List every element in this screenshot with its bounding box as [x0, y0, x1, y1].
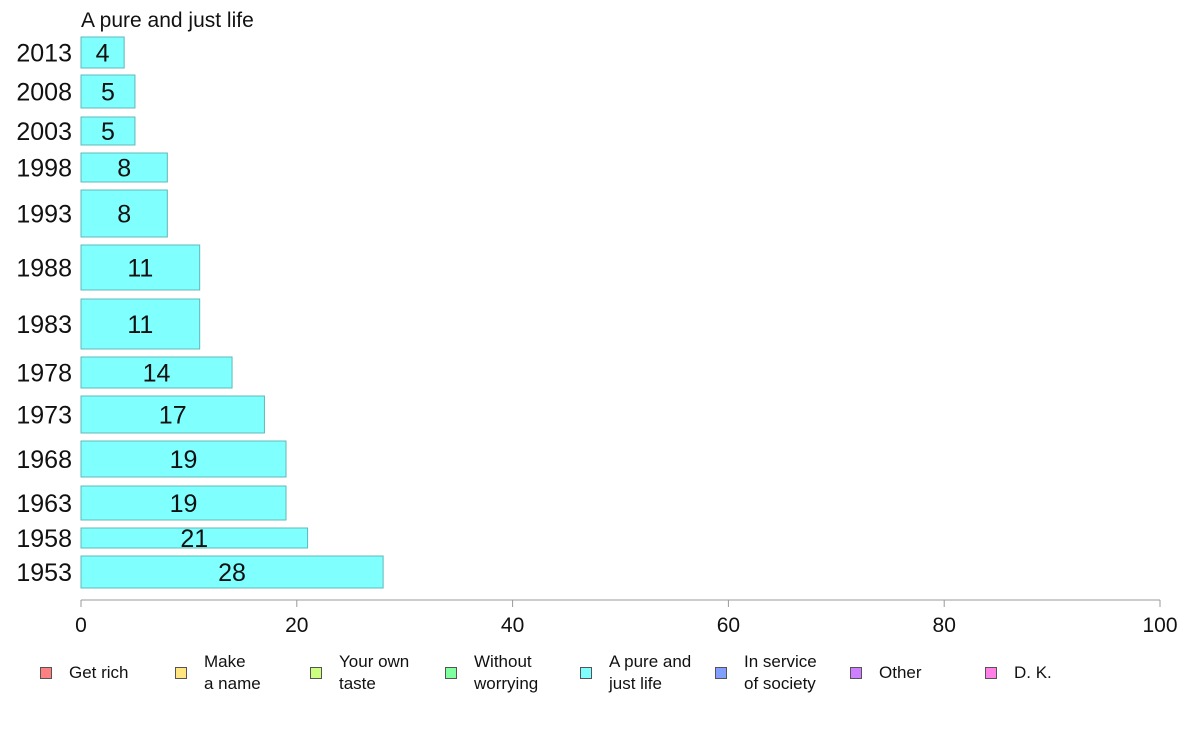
bar-1988	[80, 244, 201, 291]
category-label: 2008	[16, 79, 72, 107]
bar-2003	[80, 116, 136, 146]
bar-1973	[80, 395, 265, 434]
category-label: 2013	[16, 40, 72, 68]
legend-swatch	[310, 667, 322, 679]
legend-item: Your own taste	[310, 648, 409, 698]
legend-swatch	[40, 667, 52, 679]
legend-item: Without worrying	[445, 648, 538, 698]
bar-2013	[80, 36, 125, 69]
value-label: 19	[170, 446, 198, 474]
legend-label: A pure and just life	[609, 652, 692, 693]
bar-1983	[80, 298, 201, 350]
legend-label: In service of society	[744, 652, 817, 693]
legend-label: Your own taste	[339, 652, 410, 693]
bar-1963	[80, 485, 287, 521]
value-label: 19	[170, 490, 198, 518]
legend-label: Without worrying	[474, 652, 539, 693]
value-label: 28	[218, 559, 246, 587]
value-label: 4	[96, 40, 110, 68]
category-label: 1958	[16, 525, 72, 553]
legend-item: A pure and just life	[580, 648, 691, 698]
value-label: 11	[127, 311, 153, 339]
value-label: 17	[159, 402, 187, 430]
value-label: 14	[143, 360, 171, 388]
category-label: 1993	[16, 201, 72, 229]
legend-swatch	[445, 667, 457, 679]
x-tick-label: 60	[717, 614, 740, 637]
category-label: 1953	[16, 559, 72, 587]
x-axis: 0 20 40 60 80 100	[75, 599, 1178, 637]
bar-1978	[80, 356, 233, 389]
legend-item: D. K.	[985, 648, 1052, 698]
legend: Get rich Make a name Your own taste Without…	[0, 648, 1188, 698]
x-tick-label: 20	[285, 614, 308, 637]
bar-1968	[80, 440, 287, 478]
category-label: 1978	[16, 360, 72, 388]
legend-label: D. K.	[1014, 663, 1052, 682]
legend-swatch	[580, 667, 592, 679]
x-tick-label: 80	[933, 614, 956, 637]
category-label: 1983	[16, 311, 72, 339]
legend-item: Other	[850, 648, 922, 698]
legend-item: In service of society	[715, 648, 817, 698]
legend-label: Other	[879, 663, 922, 682]
value-label: 5	[101, 118, 115, 146]
bar-1993	[80, 189, 168, 238]
legend-swatch	[175, 667, 187, 679]
category-label: 1988	[16, 255, 72, 283]
x-tick-label: 0	[75, 614, 87, 637]
value-label: 5	[101, 79, 115, 107]
bar-1998	[80, 152, 168, 183]
value-label: 11	[127, 255, 153, 283]
legend-item: Make a name	[175, 648, 261, 698]
value-label: 21	[180, 525, 208, 553]
category-label: 1973	[16, 402, 72, 430]
x-tick-label: 40	[501, 614, 524, 637]
legend-swatch	[715, 667, 727, 679]
chart-title: A pure and just life	[81, 9, 254, 32]
bar-2008	[80, 74, 136, 109]
value-label: 8	[117, 201, 131, 229]
category-label: 1998	[16, 155, 72, 183]
bars-group: 2013 4 2008 5 2003 5 1998 8 1993 8 1988 11 1983 11 197…	[16, 36, 384, 589]
category-label: 2003	[16, 118, 72, 146]
legend-label: Get rich	[69, 663, 129, 682]
value-label: 8	[117, 155, 131, 183]
bar-1953	[80, 555, 384, 589]
legend-item: Get rich	[40, 648, 129, 698]
category-label: 1968	[16, 446, 72, 474]
x-tick-label: 100	[1142, 614, 1177, 637]
legend-label: Make a name	[204, 652, 261, 693]
category-label: 1963	[16, 490, 72, 518]
legend-swatch	[985, 667, 997, 679]
bar-1958	[80, 527, 309, 549]
legend-swatch	[850, 667, 862, 679]
